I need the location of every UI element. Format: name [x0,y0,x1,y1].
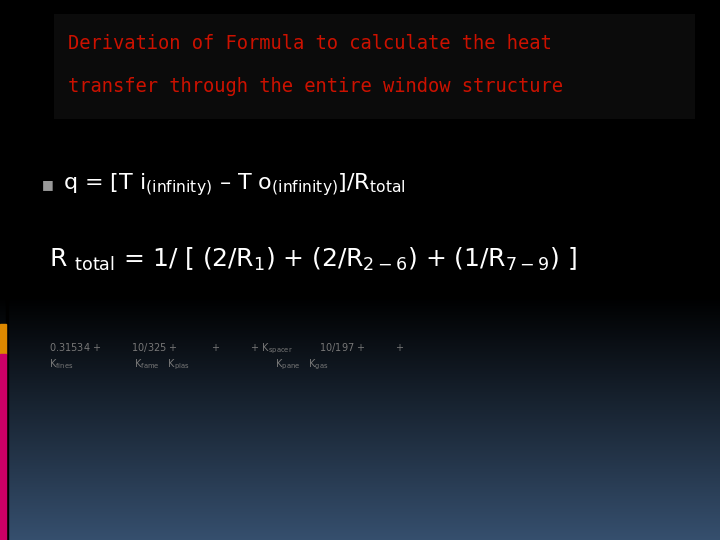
Text: q = [T i$_{\mathsf{(infinity)}}$ – T o$_{\mathsf{(infinity)}}$]/R$_{\mathsf{tota: q = [T i$_{\mathsf{(infinity)}}$ – T o$_… [63,171,406,198]
Text: Derivation of Formula to calculate the heat: Derivation of Formula to calculate the h… [68,33,552,53]
Text: ■: ■ [42,178,53,191]
Text: R $\mathsf{_{total}}$ = 1/ [ (2/R$\mathsf{_1}$) + (2/R$\mathsf{_{2-6}}$) + (1/R$: R $\mathsf{_{total}}$ = 1/ [ (2/R$\maths… [49,246,577,273]
FancyBboxPatch shape [54,14,695,119]
Text: transfer through the entire window structure: transfer through the entire window struc… [68,77,563,96]
Bar [6,0,8,540]
Text: K$_{\mathsf{fines}}$                    K$_{\mathsf{fame}}$   K$_{\mathsf{plas}}: K$_{\mathsf{fines}}$ K$_{\mathsf{fame}}$… [49,357,328,372]
Text: 0.31534 +          10/325 +           +          + K$_{\mathsf{spacer}}$        : 0.31534 + 10/325 + + + K$_{\mathsf{space… [49,341,405,355]
Bar [0,324,6,354]
Bar [0,354,6,540]
